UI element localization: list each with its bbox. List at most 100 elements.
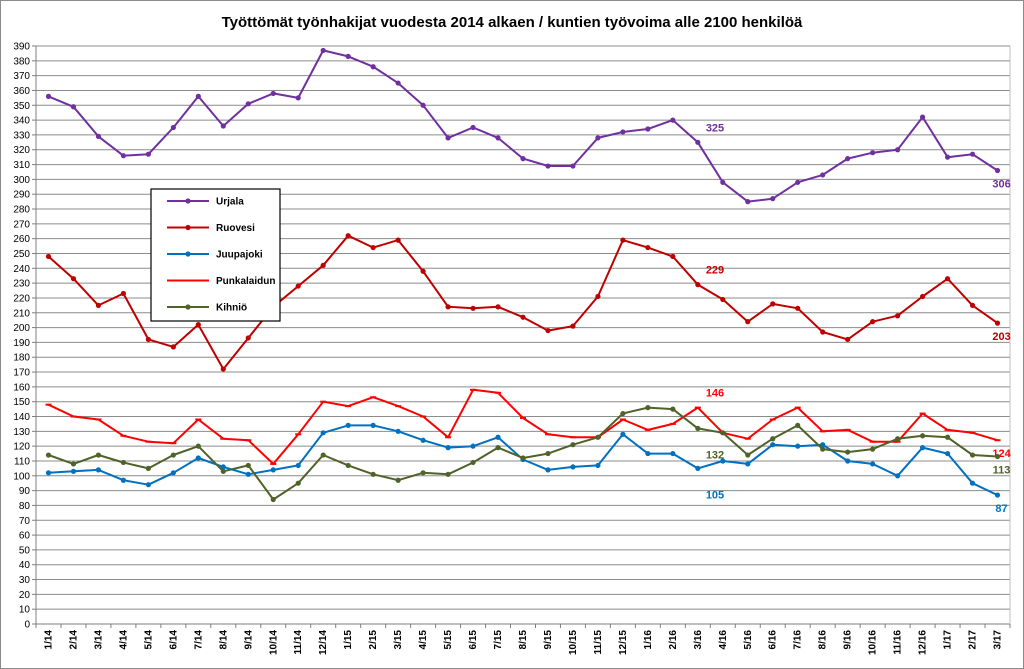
- data-point: [445, 445, 451, 451]
- y-tick-label: 260: [13, 234, 30, 245]
- y-tick-label: 240: [13, 264, 30, 275]
- data-point: [95, 133, 102, 140]
- y-tick-label: 300: [13, 175, 30, 186]
- data-point: [695, 465, 701, 471]
- x-tick-label: 7/14: [193, 630, 204, 650]
- data-point: [470, 305, 476, 311]
- x-tick-label: 6/16: [768, 630, 779, 650]
- data-point: [795, 443, 801, 449]
- y-tick-label: 70: [19, 516, 31, 527]
- data-point: [45, 93, 52, 99]
- data-point: [520, 314, 526, 320]
- data-point: [570, 163, 576, 169]
- y-tick-label: 160: [13, 382, 30, 393]
- data-point: [570, 442, 576, 448]
- data-point: [944, 434, 951, 440]
- data-point: [220, 366, 226, 372]
- x-tick-label: 2/14: [68, 630, 79, 650]
- data-point: [420, 437, 426, 443]
- data-point: [595, 135, 601, 141]
- data-point: [445, 304, 451, 310]
- x-tick-label: 11/15: [593, 630, 604, 655]
- data-label: 87: [995, 503, 1007, 515]
- x-tick-label: 12/15: [618, 630, 629, 655]
- data-label: 124: [992, 448, 1011, 460]
- data-point: [770, 301, 776, 307]
- legend-marker: [185, 224, 191, 231]
- data-point: [345, 462, 351, 469]
- x-tick-label: 5/15: [443, 630, 454, 650]
- data-point: [895, 436, 901, 442]
- data-point: [470, 124, 476, 131]
- data-point: [445, 471, 451, 477]
- data-point: [520, 156, 526, 162]
- data-point: [270, 467, 276, 473]
- data-point: [670, 406, 676, 412]
- data-point: [45, 470, 52, 476]
- data-point: [420, 102, 426, 108]
- y-tick-label: 130: [13, 427, 30, 438]
- data-point: [70, 104, 77, 110]
- data-point: [994, 492, 1001, 498]
- data-point: [420, 268, 426, 274]
- y-tick-label: 380: [13, 56, 30, 67]
- data-point: [795, 422, 801, 429]
- data-point: [145, 465, 151, 471]
- data-point: [545, 450, 551, 457]
- y-tick-label: 280: [13, 205, 30, 216]
- data-point: [919, 445, 926, 451]
- data-point: [120, 290, 127, 297]
- data-point: [695, 282, 701, 288]
- legend-label: Punkalaidun: [216, 276, 275, 287]
- data-point: [470, 459, 476, 466]
- x-tick-label: 8/15: [518, 630, 529, 650]
- x-tick-label: 3/17: [993, 630, 1004, 650]
- data-label: 146: [706, 388, 724, 400]
- x-tick-label: 12/16: [918, 630, 929, 655]
- data-point: [545, 163, 551, 169]
- data-point: [495, 135, 501, 141]
- data-point: [320, 262, 326, 268]
- data-point: [245, 335, 251, 341]
- y-tick-label: 370: [13, 71, 30, 82]
- y-tick-label: 40: [19, 560, 31, 571]
- y-tick-label: 20: [19, 590, 31, 601]
- y-tick-label: 10: [19, 605, 31, 616]
- legend-marker: [185, 198, 191, 204]
- data-point: [845, 449, 851, 455]
- data-point: [820, 442, 826, 448]
- data-point: [620, 431, 626, 437]
- data-point: [495, 304, 501, 310]
- y-tick-label: 270: [13, 219, 30, 230]
- data-point: [520, 455, 526, 461]
- data-point: [919, 114, 926, 120]
- y-tick-label: 360: [13, 86, 30, 97]
- y-tick-label: 150: [13, 397, 30, 408]
- data-point: [969, 151, 976, 157]
- data-point: [120, 477, 127, 483]
- y-tick-label: 110: [14, 456, 30, 467]
- x-tick-label: 9/15: [543, 630, 554, 650]
- x-tick-label: 3/14: [93, 630, 104, 650]
- data-point: [870, 461, 876, 467]
- data-point: [220, 123, 226, 129]
- y-tick-label: 170: [13, 368, 30, 379]
- data-point: [895, 313, 901, 319]
- y-tick-label: 390: [13, 42, 30, 53]
- data-point: [845, 156, 851, 162]
- data-point: [969, 302, 976, 308]
- data-point: [195, 93, 201, 99]
- data-point: [145, 482, 151, 488]
- y-tick-label: 310: [13, 160, 30, 171]
- data-point: [395, 237, 401, 243]
- data-point: [70, 468, 77, 474]
- data-point: [95, 302, 102, 308]
- y-tick-label: 330: [13, 130, 30, 141]
- x-tick-label: 2/15: [368, 630, 379, 650]
- data-point: [70, 461, 77, 467]
- data-point: [245, 462, 251, 469]
- legend-label: Urjala: [216, 197, 244, 208]
- data-point: [220, 464, 226, 470]
- legend-marker: [185, 251, 191, 257]
- data-point: [620, 237, 626, 243]
